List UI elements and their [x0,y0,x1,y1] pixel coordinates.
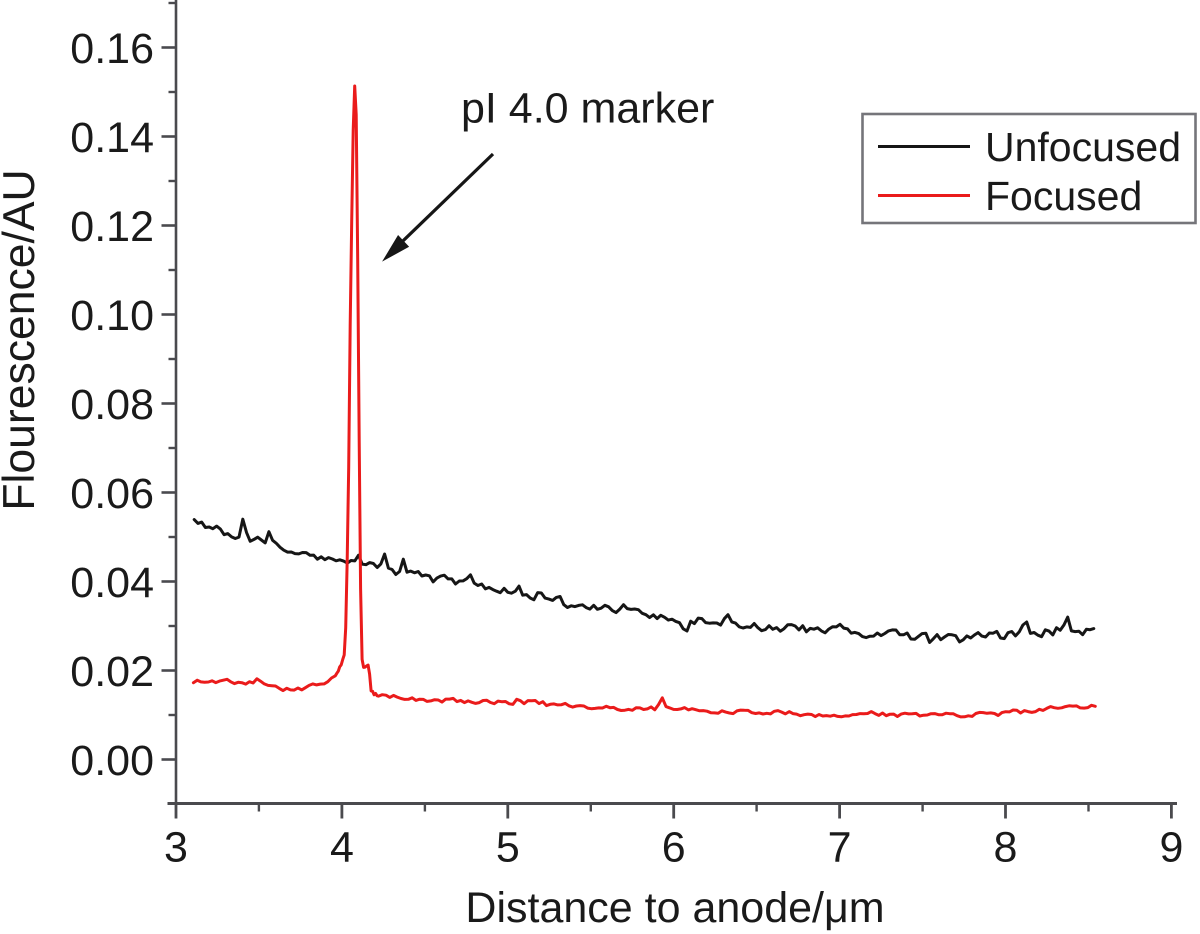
svg-text:Flourescence/AU: Flourescence/AU [0,169,44,510]
svg-text:0.04: 0.04 [70,559,154,607]
svg-text:0.12: 0.12 [70,203,154,251]
svg-text:pI 4.0 marker: pI 4.0 marker [461,85,714,133]
svg-text:9: 9 [1159,824,1183,872]
svg-text:5: 5 [496,824,520,872]
svg-text:0.14: 0.14 [70,114,154,162]
svg-text:Focused: Focused [985,173,1142,219]
svg-text:8: 8 [994,824,1018,872]
svg-text:3: 3 [164,824,188,872]
svg-text:6: 6 [662,824,686,872]
svg-text:0.10: 0.10 [70,292,154,340]
svg-text:0.00: 0.00 [70,737,154,785]
svg-text:0.02: 0.02 [70,648,154,696]
svg-text:0.08: 0.08 [70,381,154,429]
svg-text:4: 4 [330,824,354,872]
svg-text:7: 7 [828,824,852,872]
svg-text:0.16: 0.16 [70,25,154,73]
svg-text:Unfocused: Unfocused [985,124,1181,170]
svg-text:Distance to anode/μm: Distance to anode/μm [465,884,884,932]
svg-text:0.06: 0.06 [70,470,154,518]
